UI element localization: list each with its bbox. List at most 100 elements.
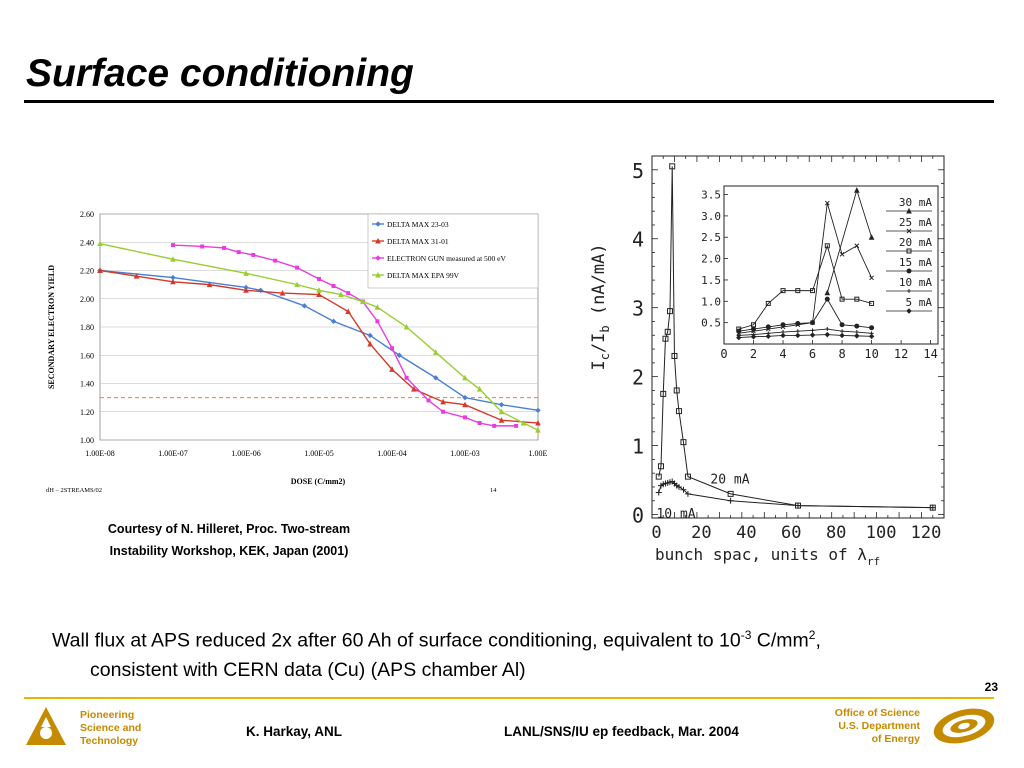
- inset-data-point: [795, 332, 801, 339]
- inset-y-tick-label: 2.5: [701, 231, 721, 244]
- inset-legend-marker: [906, 228, 912, 234]
- y-label-part: (nA/mA): [589, 243, 609, 325]
- footer-office: Office of Science U.S. Department of Ene…: [835, 707, 920, 746]
- x-tick-label: 0: [651, 523, 661, 543]
- doe-logo-icon: [933, 708, 995, 744]
- inset-series-line: [738, 298, 872, 332]
- inset-y-tick-label: 3.5: [701, 189, 721, 202]
- data-point: [243, 287, 249, 293]
- inset-data-point: [765, 333, 771, 340]
- inset-legend-marker: [907, 289, 911, 293]
- y-tick-label: 1.60: [80, 351, 94, 360]
- data-point: [251, 252, 256, 257]
- x-label-sub: rf: [867, 555, 880, 568]
- legend-marker: [375, 255, 381, 261]
- data-point: [684, 490, 691, 497]
- data-point: [367, 332, 373, 339]
- x-tick-label: 120: [911, 523, 942, 543]
- inset-legend-marker: [906, 268, 912, 274]
- inset-frame: [723, 185, 939, 345]
- data-point: [929, 504, 936, 511]
- x-tick-label: 20: [691, 523, 711, 543]
- x-tick-label: 100: [866, 523, 897, 543]
- y-tick-label: 2.00: [80, 295, 94, 304]
- data-point: [375, 319, 380, 324]
- bullet-exponent: -3: [740, 628, 752, 642]
- inset-x-tick-label: 14: [923, 347, 937, 361]
- inset-data-point: [854, 296, 860, 302]
- data-point: [432, 349, 439, 355]
- data-point: [316, 287, 322, 293]
- inset-data-point: [750, 334, 757, 340]
- data-point: [492, 423, 497, 428]
- y-label-part: I: [589, 360, 609, 370]
- data-point: [680, 439, 687, 446]
- data-point: [462, 401, 468, 408]
- inset-legend-label: 10 mA: [899, 276, 932, 289]
- data-point: [294, 281, 300, 288]
- legend-label: DELTA MAX 23-03: [387, 220, 449, 229]
- data-point: [463, 415, 467, 420]
- office-line-2: U.S. Department: [838, 720, 920, 732]
- inset-x-tick-label: 6: [809, 347, 816, 361]
- data-point: [433, 375, 439, 381]
- data-point: [301, 303, 308, 309]
- data-point: [671, 352, 678, 359]
- inset-legend-label: 25 mA: [899, 216, 932, 229]
- inset-data-point: [809, 332, 816, 338]
- legend-label: DELTA MAX EPA 99V: [387, 271, 460, 280]
- inset-x-tick-label: 8: [838, 347, 845, 361]
- office-line-3: of Energy: [871, 733, 920, 745]
- y-tick-label: 2.20: [80, 267, 94, 276]
- inset-legend-marker: [906, 248, 912, 254]
- data-point: [236, 250, 241, 255]
- inset-data-point: [824, 200, 830, 206]
- slide-title: Surface conditioning: [26, 52, 414, 95]
- inset-legend-label: 5 mA: [906, 296, 933, 309]
- tagline-line-3: Technology: [80, 735, 139, 747]
- y-tick-label: 2.60: [80, 210, 94, 219]
- data-point: [97, 267, 103, 273]
- data-point: [403, 323, 410, 330]
- series-label-10ma: 10 mA: [656, 507, 695, 522]
- inset-x-tick-label: 4: [779, 347, 786, 361]
- series-label-20ma: 20 mA: [710, 473, 749, 488]
- inset-data-point: [780, 332, 786, 339]
- legend-label: DELTA MAX 31-01: [387, 237, 449, 246]
- data-point: [675, 483, 682, 490]
- inset-data-point: [869, 325, 875, 331]
- inset-legend-label: 15 mA: [899, 256, 932, 269]
- inset-legend-marker: [906, 207, 912, 214]
- data-point: [675, 408, 682, 415]
- inset-y-tick-label: 0.5: [701, 317, 721, 330]
- data-point: [396, 352, 403, 358]
- x-tick-label: 1.00E: [529, 449, 548, 458]
- inset-data-point: [839, 322, 845, 328]
- bullet-unit: C/mm: [751, 629, 809, 652]
- inset-data-point: [795, 329, 800, 334]
- data-point: [404, 375, 409, 380]
- data-point: [171, 243, 175, 248]
- chart-footnote: dH – 2STREAMS/02: [46, 487, 102, 494]
- inset-data-point: [736, 334, 742, 341]
- data-point: [273, 258, 278, 263]
- data-point: [316, 291, 322, 298]
- x-tick-label: 60: [781, 523, 801, 543]
- data-point: [200, 244, 205, 249]
- y-label-part: c: [598, 353, 612, 360]
- y-tick-label: 1.40: [80, 380, 94, 389]
- data-point: [680, 486, 687, 493]
- inset-data-point: [751, 326, 757, 332]
- data-point: [655, 489, 662, 496]
- y-tick-label: 4: [632, 228, 644, 252]
- bullet-unit-square: 2: [808, 628, 816, 642]
- inset-x-tick-label: 2: [750, 347, 757, 361]
- data-point: [133, 273, 140, 279]
- data-point: [498, 417, 505, 423]
- bullet-line-1: Wall flux at APS reduced 2x after 60 Ah …: [52, 629, 741, 652]
- inset-data-point: [839, 332, 845, 339]
- inset-data-point: [869, 300, 875, 306]
- data-point: [426, 398, 431, 403]
- inset-legend-label: 30 mA: [899, 196, 932, 209]
- y-tick-label: 1.80: [80, 323, 94, 332]
